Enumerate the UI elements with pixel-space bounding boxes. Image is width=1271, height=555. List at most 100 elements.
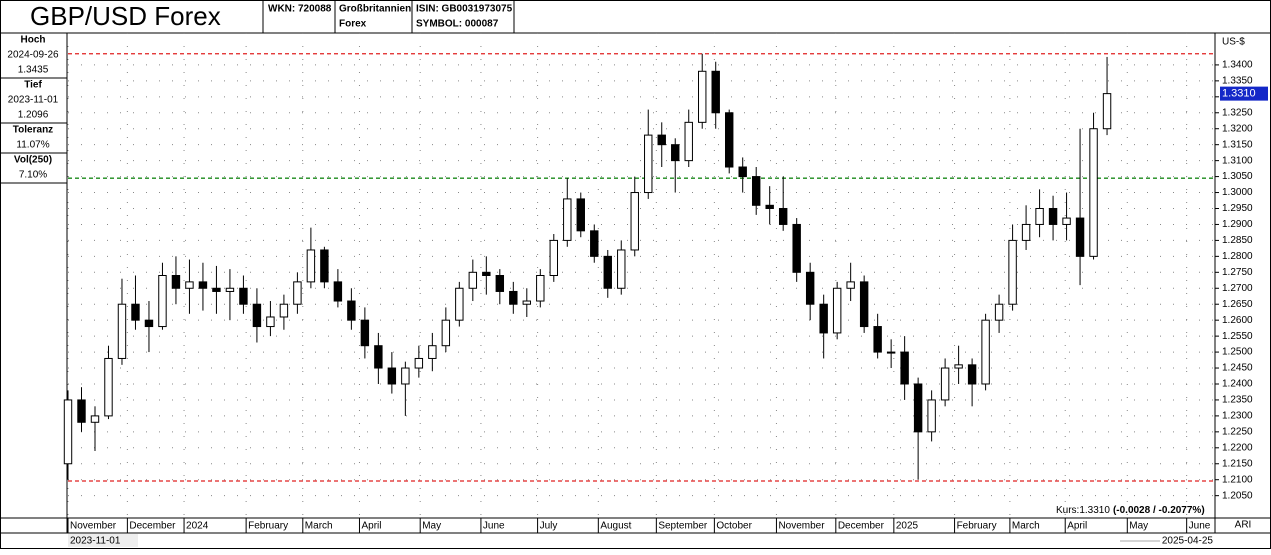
x-tick-label: 2024 bbox=[186, 521, 209, 532]
candle-body bbox=[468, 271, 478, 289]
y-tick-label: 1.3200 bbox=[1222, 123, 1253, 134]
candle-body bbox=[441, 319, 451, 347]
candle-body bbox=[360, 319, 370, 347]
candle-body bbox=[509, 290, 518, 305]
y-tick-label: 1.2300 bbox=[1222, 411, 1253, 422]
candle-body bbox=[859, 281, 869, 328]
x-tick-label: March bbox=[1012, 521, 1040, 532]
candle-body bbox=[994, 303, 1004, 321]
candle-body bbox=[144, 319, 154, 328]
y-tick-label: 1.2600 bbox=[1222, 315, 1253, 326]
candle-body bbox=[374, 345, 383, 369]
candle-body bbox=[549, 239, 558, 277]
candle-body bbox=[1102, 93, 1112, 130]
y-tick-label: 1.2900 bbox=[1222, 219, 1253, 230]
candle-body bbox=[832, 287, 842, 334]
candle-body bbox=[644, 134, 653, 194]
candle-body bbox=[293, 281, 302, 305]
y-tick-label: 1.3000 bbox=[1222, 187, 1253, 198]
stat-label: Hoch bbox=[21, 35, 46, 46]
x-tick-label: May bbox=[422, 521, 441, 532]
kurs-change: (-0.0028 / -0.2077%) bbox=[1113, 505, 1205, 516]
wkn: WKN: 720088 bbox=[268, 4, 332, 15]
candle-body bbox=[428, 345, 437, 359]
market: Forex bbox=[339, 19, 367, 30]
candle-body bbox=[212, 287, 221, 292]
candle-body bbox=[805, 271, 815, 305]
candle-body bbox=[603, 255, 612, 289]
candle-body bbox=[738, 166, 747, 178]
y-tick-label: 1.2450 bbox=[1222, 363, 1253, 374]
x-tick-label: 2025 bbox=[896, 521, 919, 532]
candle-body bbox=[414, 357, 424, 369]
candle-body bbox=[725, 112, 734, 168]
candle-body bbox=[590, 230, 599, 257]
candle-body bbox=[347, 300, 356, 321]
candle-body bbox=[846, 281, 855, 289]
y-tick-label: 1.3250 bbox=[1222, 107, 1253, 118]
candle-body bbox=[239, 287, 248, 305]
candle-body bbox=[198, 281, 208, 289]
y-tick-label: 1.2400 bbox=[1222, 379, 1253, 390]
candle-body bbox=[684, 121, 693, 162]
candle-body bbox=[1075, 217, 1085, 257]
candle-body bbox=[522, 300, 532, 305]
y-tick-label: 1.2250 bbox=[1222, 426, 1253, 437]
candle-body bbox=[171, 275, 181, 289]
y-tick-label: 1.3350 bbox=[1222, 76, 1253, 87]
x-tick-label: November bbox=[778, 521, 825, 532]
candle-body bbox=[90, 415, 100, 423]
last-price-box bbox=[1220, 86, 1268, 101]
y-tick-label: 1.3150 bbox=[1222, 139, 1253, 150]
candle-body bbox=[657, 134, 666, 146]
kurs-label: Kurs:1.3310 (-0.0028 / -0.2077%) bbox=[1056, 505, 1205, 516]
x-tick-label: December bbox=[838, 521, 885, 532]
stat-label: Tief bbox=[24, 80, 42, 91]
candle-body bbox=[225, 287, 235, 292]
candle-body bbox=[482, 271, 491, 276]
y-tick-label: 1.3100 bbox=[1222, 155, 1253, 166]
country: Großbritannien bbox=[339, 4, 411, 15]
candle-body bbox=[617, 249, 626, 289]
candle-body bbox=[306, 249, 316, 283]
candle-body bbox=[495, 275, 505, 292]
candle-body bbox=[778, 207, 788, 225]
footer-end: 2025-04-25 bbox=[1162, 536, 1214, 547]
x-tick-label: December bbox=[129, 521, 176, 532]
chart-title: GBP/USD Forex bbox=[30, 1, 221, 31]
y-tick-label: 1.2050 bbox=[1222, 490, 1253, 501]
candle-body bbox=[954, 364, 963, 369]
candle-body bbox=[819, 303, 828, 334]
candle-body bbox=[77, 399, 86, 423]
y-tick-label: 1.2850 bbox=[1222, 235, 1253, 246]
currency-label: US-$ bbox=[1222, 37, 1245, 48]
x-tick-label: April bbox=[1067, 521, 1087, 532]
candle-body bbox=[1035, 207, 1044, 225]
stat-value: 7.10% bbox=[19, 170, 47, 181]
y-tick-label: 1.3400 bbox=[1222, 60, 1253, 71]
candle-body bbox=[252, 303, 262, 328]
y-tick-label: 1.2200 bbox=[1222, 442, 1253, 453]
x-tick-label: November bbox=[70, 521, 117, 532]
y-tick-label: 1.2500 bbox=[1222, 347, 1253, 358]
candle-body bbox=[266, 316, 275, 328]
last-price-label: 1.3310 bbox=[1222, 88, 1256, 100]
stat-date: 2024-09-26 bbox=[7, 50, 59, 61]
candle-body bbox=[967, 364, 977, 385]
candle-body bbox=[185, 281, 194, 289]
x-tick-label: February bbox=[957, 521, 997, 532]
candle-body bbox=[387, 367, 397, 385]
stat-value: 1.3435 bbox=[18, 65, 49, 76]
y-tick-label: 1.2700 bbox=[1222, 283, 1253, 294]
candle-body bbox=[981, 319, 990, 385]
stat-value: 1.2096 bbox=[18, 110, 49, 121]
y-tick-label: 1.2150 bbox=[1222, 458, 1253, 469]
candle-body bbox=[1062, 217, 1071, 225]
x-tick-label: March bbox=[305, 521, 333, 532]
y-tick-label: 1.3050 bbox=[1222, 171, 1253, 182]
x-tick-label: June bbox=[483, 521, 505, 532]
x-tick-label: June bbox=[1189, 521, 1211, 532]
candle-body bbox=[765, 204, 774, 209]
candle-body bbox=[1021, 223, 1031, 241]
